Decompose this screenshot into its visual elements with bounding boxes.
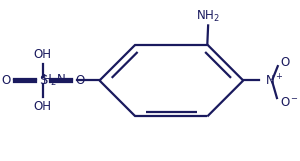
Text: S: S (39, 74, 47, 87)
Text: N$^+$: N$^+$ (265, 73, 284, 88)
Text: O: O (75, 74, 84, 87)
Text: O$^-$: O$^-$ (280, 95, 299, 109)
Text: NH$_2$: NH$_2$ (196, 9, 220, 24)
Text: O: O (280, 56, 290, 69)
Text: O: O (1, 74, 10, 87)
Text: H$_2$N: H$_2$N (42, 73, 66, 88)
Text: OH: OH (34, 48, 52, 61)
Text: OH: OH (34, 100, 52, 113)
